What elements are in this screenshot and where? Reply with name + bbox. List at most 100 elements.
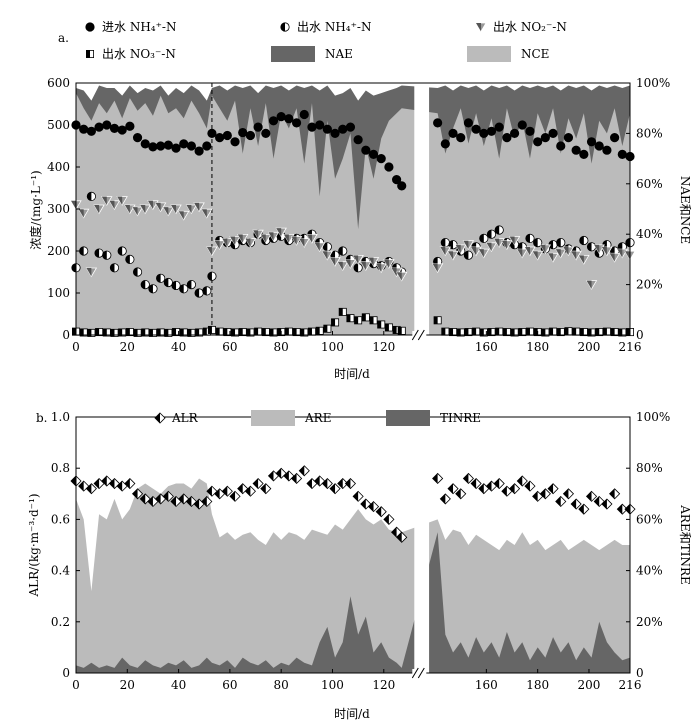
eff_no3-point <box>148 328 157 337</box>
eff_no3-point <box>164 328 173 337</box>
eff_no3-point <box>433 316 442 325</box>
eff_nh4-point <box>163 277 173 288</box>
eff_no3-point <box>549 327 558 336</box>
inf_nh4-point <box>502 133 512 143</box>
inf_nh4-point <box>132 133 143 143</box>
inf_nh4-point <box>307 122 317 132</box>
eff_no2-point <box>608 252 621 263</box>
alr-point <box>570 498 582 510</box>
eff_nh4-point <box>338 246 348 256</box>
inf_nh4-point <box>384 162 394 172</box>
inf_nh4-point <box>79 124 89 134</box>
eff_nh4-point <box>486 229 497 239</box>
eff_no3-point <box>315 326 324 335</box>
x-tick-label: 20 <box>120 678 135 692</box>
eff_nh4-point <box>525 233 535 243</box>
eff_nh4-point <box>579 235 589 246</box>
eff_no3-point <box>610 328 619 337</box>
alr-point <box>185 495 197 508</box>
alr-point <box>337 477 349 490</box>
eff_nh4-point <box>140 279 150 290</box>
eff_no3-point <box>261 328 270 337</box>
eff_no2-point <box>275 227 287 238</box>
eff_no2-point <box>601 246 613 257</box>
alr-point <box>432 472 444 485</box>
eff_no3-point <box>564 327 573 336</box>
inf_nh4-point <box>368 149 379 159</box>
eff_no2-point <box>244 238 257 248</box>
x-tick-label: 160 <box>475 678 498 692</box>
inf_nh4-point <box>397 181 407 191</box>
inf_nh4-point <box>179 139 189 149</box>
eff_no3-point <box>464 328 473 337</box>
panel-b-frame <box>75 416 631 679</box>
legend-label-eff_no3: 出水 NO₃⁻-N <box>102 47 176 61</box>
alr-point <box>131 488 144 500</box>
x-tick-label: 216 <box>619 678 642 692</box>
eff_no3-point <box>441 327 450 336</box>
eff_no2-point <box>178 210 190 221</box>
y-tick-label: 0.2 <box>51 615 70 629</box>
inf_nh4-point <box>125 121 135 131</box>
inf_nh4-point <box>117 125 127 135</box>
eff_no2-point <box>578 255 590 265</box>
eff_nh4-point <box>109 263 120 273</box>
alr-point <box>375 506 387 518</box>
panel-b-y2-axis-label: ARE和TINRE <box>678 504 692 585</box>
legend-swatch-nce <box>467 46 511 62</box>
eff_nh4-point <box>117 246 127 256</box>
inf_nh4-point <box>109 123 120 133</box>
eff_no2-point <box>383 259 395 269</box>
eff_no2-point <box>539 244 552 255</box>
inf_nh4-point <box>494 122 504 132</box>
y2-tick-label: 0 <box>636 666 644 680</box>
alr-point <box>329 483 341 495</box>
eff_nh4-point <box>179 284 189 294</box>
inf_nh4-point <box>433 118 443 128</box>
eff_no2-point <box>170 204 182 215</box>
inf_nh4-point <box>586 137 597 147</box>
eff_no2-point <box>462 240 475 250</box>
eff_no2-point <box>267 231 280 242</box>
legend-label-eff_no2: 出水 NO₂⁻-N <box>493 20 567 34</box>
alr-point <box>221 485 233 497</box>
x-tick-label: 80 <box>274 678 289 692</box>
eff_no2-point <box>85 267 98 278</box>
eff_no2-point <box>93 204 105 215</box>
inf_nh4-point <box>361 145 371 155</box>
y2-tick-label: 40% <box>636 564 663 578</box>
inf_nh4-point <box>448 128 458 138</box>
x-break-gap <box>412 669 427 677</box>
eff_no2-point <box>213 240 226 250</box>
y-tick-label: 0.8 <box>51 461 70 475</box>
eff_no3-point <box>541 328 550 337</box>
eff_nh4-point <box>448 240 458 250</box>
inf_nh4-point <box>540 133 550 143</box>
inf_nh4-point <box>322 124 332 134</box>
inf_nh4-point <box>486 126 497 136</box>
eff_nh4-point <box>207 271 217 281</box>
eff_no3-point <box>172 328 181 337</box>
inf_nh4-point <box>140 139 150 149</box>
panel-a-axis-break <box>414 81 430 347</box>
inf_nh4-point <box>548 128 558 138</box>
inf_nh4-point <box>392 175 402 185</box>
inf_nh4-point <box>207 128 217 138</box>
y-tick-label: 500 <box>47 118 70 132</box>
legend-label-nce: NCE <box>521 47 549 61</box>
panel-b-y-axis-label: ALR/(kg·m⁻³·d⁻¹) <box>27 493 41 597</box>
y-tick-label: 400 <box>47 160 70 174</box>
eff_nh4-point <box>322 242 332 252</box>
eff_no3-point <box>102 328 111 337</box>
eff_no3-point <box>346 314 355 323</box>
eff_no3-point <box>118 328 127 337</box>
panel-b-ticks: 0 20 40 60 80 100 120 160 180 200 21600.20.40.60.8… <box>51 410 670 692</box>
panel-a-x-axis-label: 时间/d <box>334 367 370 381</box>
inf_nh4-point <box>525 126 535 136</box>
eff_no2-point <box>547 252 559 263</box>
eff_nh4-point <box>148 284 158 294</box>
alr-point <box>539 488 551 500</box>
inf_nh4-point <box>171 143 181 153</box>
panel-b-legend: ALR ARE TINRE <box>154 410 481 426</box>
alr-point <box>260 483 272 495</box>
